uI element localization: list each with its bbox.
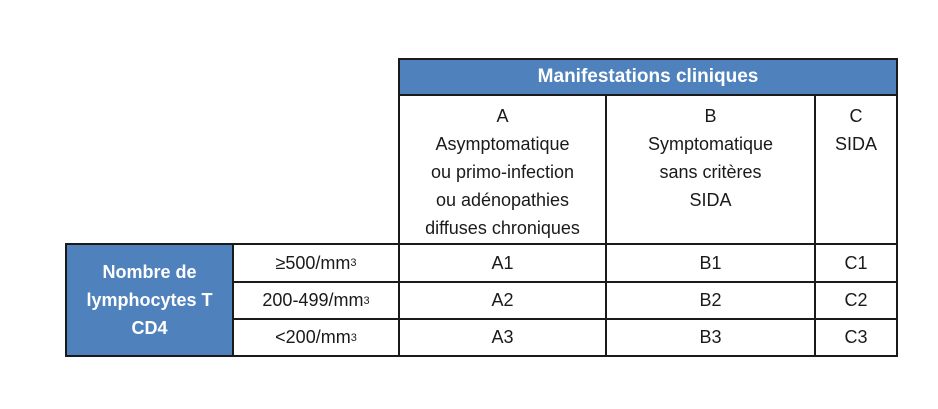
cell-value: A3 [491, 327, 514, 347]
cell-value: C3 [844, 327, 868, 347]
cell-value: B2 [699, 290, 722, 310]
table-cell: B3 [606, 319, 815, 356]
column-letter: B [704, 106, 717, 126]
grid-line [814, 94, 816, 357]
table-cell: A3 [399, 319, 606, 356]
cell-value: C2 [844, 290, 868, 310]
row-header-cd4: Nombre de lymphocytes T CD4 [66, 244, 233, 356]
range-cell: <200/mm 3 [275, 327, 357, 347]
cell-value: C1 [844, 252, 868, 273]
cell-value: A2 [491, 290, 514, 310]
column-header-c: C SIDA [815, 95, 897, 244]
range-label: 200-499/mm [262, 290, 364, 310]
row-header-line: Nombre de [102, 262, 197, 282]
table-header-manifestations: Manifestations cliniques [399, 59, 897, 95]
column-header-b: B Symptomatique sans critères SIDA [606, 95, 815, 244]
table-cell: C1 [815, 244, 897, 282]
grid-line [65, 243, 898, 245]
grid-line [232, 318, 898, 320]
range-cell: ≥500/mm 3 [275, 252, 357, 273]
table-cell: A2 [399, 282, 606, 319]
column-desc-line: Symptomatique [647, 134, 774, 154]
column-desc-line: SIDA [834, 134, 877, 154]
cell-value: B1 [699, 252, 722, 273]
column-letter: A [496, 106, 509, 126]
grid-line [896, 58, 898, 357]
table-header-label: Manifestations cliniques [537, 66, 759, 87]
grid-line [232, 243, 234, 357]
grid-line [398, 94, 898, 96]
cell-value: B3 [699, 327, 722, 347]
column-desc-line: ou primo-infection [430, 162, 575, 182]
table-cell: B1 [606, 244, 815, 282]
grid-line [398, 58, 898, 60]
table-cell: C3 [815, 319, 897, 356]
grid-line [65, 243, 67, 357]
column-desc-line: Asymptomatique [435, 134, 570, 154]
range-label: ≥500/mm [275, 252, 351, 273]
column-letter: C [849, 106, 863, 126]
table-cell: A1 [399, 244, 606, 282]
cell-value: A1 [491, 252, 514, 273]
grid-line [232, 281, 898, 283]
row-header-line: lymphocytes T [86, 290, 213, 310]
table-cell: C2 [815, 282, 897, 319]
column-desc-line: SIDA [689, 190, 732, 210]
column-desc-line: sans critères [659, 162, 762, 182]
grid-line [65, 355, 898, 357]
column-desc-line: ou adénopathies [435, 190, 570, 210]
grid-line [605, 94, 607, 357]
table-cell: B2 [606, 282, 815, 319]
column-header-a: A Asymptomatique ou primo-infection ou a… [399, 95, 606, 244]
column-desc-line: diffuses chroniques [425, 218, 580, 238]
range-label: <200/mm [275, 327, 351, 347]
range-cell: 200-499/mm 3 [262, 290, 370, 310]
row-header-line: CD4 [131, 318, 168, 338]
grid-line [398, 58, 400, 357]
